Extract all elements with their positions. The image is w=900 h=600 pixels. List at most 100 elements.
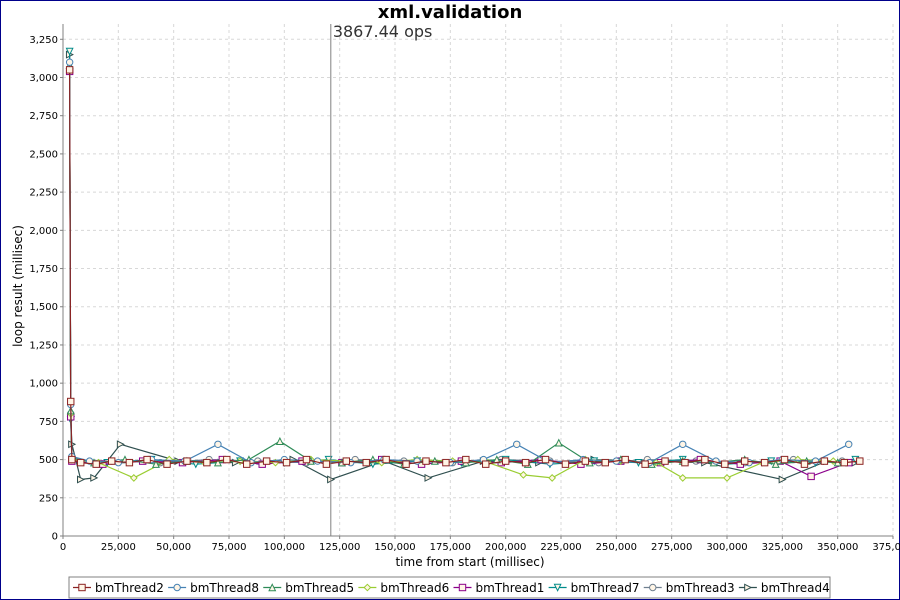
data-point [422, 457, 430, 465]
x-tick-label: 175,000 [430, 542, 471, 553]
data-point [424, 473, 433, 482]
data-point [107, 457, 116, 465]
data-point [442, 458, 450, 467]
data-point [282, 458, 291, 467]
x-tick-label: 200,000 [485, 542, 526, 553]
data-point [92, 460, 100, 468]
x-tick-label: 275,000 [651, 542, 692, 553]
data-point [65, 66, 74, 74]
data-point [771, 459, 780, 468]
y-tick-label: 1,250 [29, 340, 58, 351]
data-point [513, 440, 521, 448]
data-point [548, 474, 557, 482]
y-tick-label: 3,250 [29, 35, 58, 46]
data-point [554, 438, 563, 447]
legend-label: bmThread4 [761, 581, 830, 595]
data-point [561, 460, 570, 468]
legend-label: bmThread1 [476, 581, 545, 595]
y-tick-label: 750 [39, 417, 58, 428]
data-point [324, 455, 333, 464]
legend-marker [553, 583, 562, 592]
legend-marker [458, 583, 467, 592]
data-point [800, 460, 809, 468]
data-point [820, 457, 829, 465]
y-axis-label: loop result (millisec) [11, 225, 25, 347]
data-point [262, 457, 271, 465]
x-tick-label: 25,000 [101, 542, 136, 553]
legend-marker [173, 583, 181, 592]
legend-box [68, 576, 831, 599]
data-point [721, 460, 729, 468]
data-point [601, 458, 609, 467]
legend: bmThread2 bmThread8 bmThread5 bmThread6 bmTh… [68, 576, 831, 599]
data-point [621, 455, 629, 464]
data-point [151, 459, 160, 468]
x-tick-label: 250,000 [596, 542, 637, 553]
data-point [362, 458, 370, 467]
legend-marker [268, 583, 277, 592]
data-point [275, 436, 284, 445]
x-tick-label: 100,000 [264, 542, 305, 553]
legend-label: bmThread3 [666, 581, 735, 595]
x-tick-label: 350,000 [817, 542, 858, 553]
data-point [741, 457, 749, 465]
data-point [723, 474, 731, 482]
data-point [581, 457, 590, 465]
y-tick-label: 3,000 [29, 73, 58, 84]
chart-title: xml.validation [378, 2, 523, 23]
data-point [65, 47, 74, 56]
data-point [214, 440, 222, 448]
data-point [807, 472, 815, 481]
y-tick-label: 0 [52, 532, 58, 543]
y-tick-label: 1,000 [29, 379, 58, 390]
legend-marker [363, 583, 372, 592]
data-point [213, 458, 222, 467]
data-point [77, 458, 85, 467]
data-point [68, 455, 76, 464]
legend-label: bmThread7 [571, 581, 640, 595]
data-point [519, 470, 528, 479]
legend-label: bmThread8 [190, 581, 259, 595]
series-bmThread2 [65, 66, 864, 468]
x-tick-label: 150,000 [374, 542, 415, 553]
data-point [77, 475, 86, 484]
legend-marker [649, 583, 657, 592]
series-layer [65, 47, 864, 484]
data-point [402, 460, 410, 468]
data-point [183, 457, 191, 465]
x-axis-label: time from start (millisec) [395, 555, 544, 569]
legend-label: bmThread6 [380, 581, 449, 595]
data-point [501, 457, 510, 465]
y-tick-label: 250 [39, 493, 58, 504]
data-point [701, 455, 709, 464]
data-point [641, 460, 649, 468]
plot-area [63, 24, 893, 536]
data-point [116, 440, 125, 449]
x-tick-label: 125,000 [319, 542, 360, 553]
legend-marker [744, 583, 753, 592]
data-point [661, 457, 669, 465]
x-tick-label: 75,000 [212, 542, 247, 553]
data-point [482, 460, 490, 468]
data-point [243, 460, 251, 468]
data-point [778, 475, 787, 484]
data-point [302, 455, 311, 464]
data-point [342, 457, 351, 465]
data-point [840, 458, 849, 467]
data-point [679, 440, 687, 448]
data-point [143, 455, 151, 464]
data-point [223, 455, 231, 464]
x-tick-label: 300,000 [706, 542, 747, 553]
annotation-layer: 3867.44 ops [330, 22, 432, 536]
data-point [90, 473, 99, 482]
x-tick-label: 325,000 [762, 542, 803, 553]
data-point [114, 458, 123, 467]
data-point [845, 440, 853, 448]
legend-label: bmThread2 [95, 581, 164, 595]
legend-label: bmThread5 [285, 581, 354, 595]
x-tick-label: 375,000 [872, 542, 900, 553]
data-point [856, 457, 864, 465]
axes: 0 25,000 50,000 75,000 100,000 125,000 150,000… [29, 24, 900, 553]
y-tick-label: 2,250 [29, 188, 58, 199]
